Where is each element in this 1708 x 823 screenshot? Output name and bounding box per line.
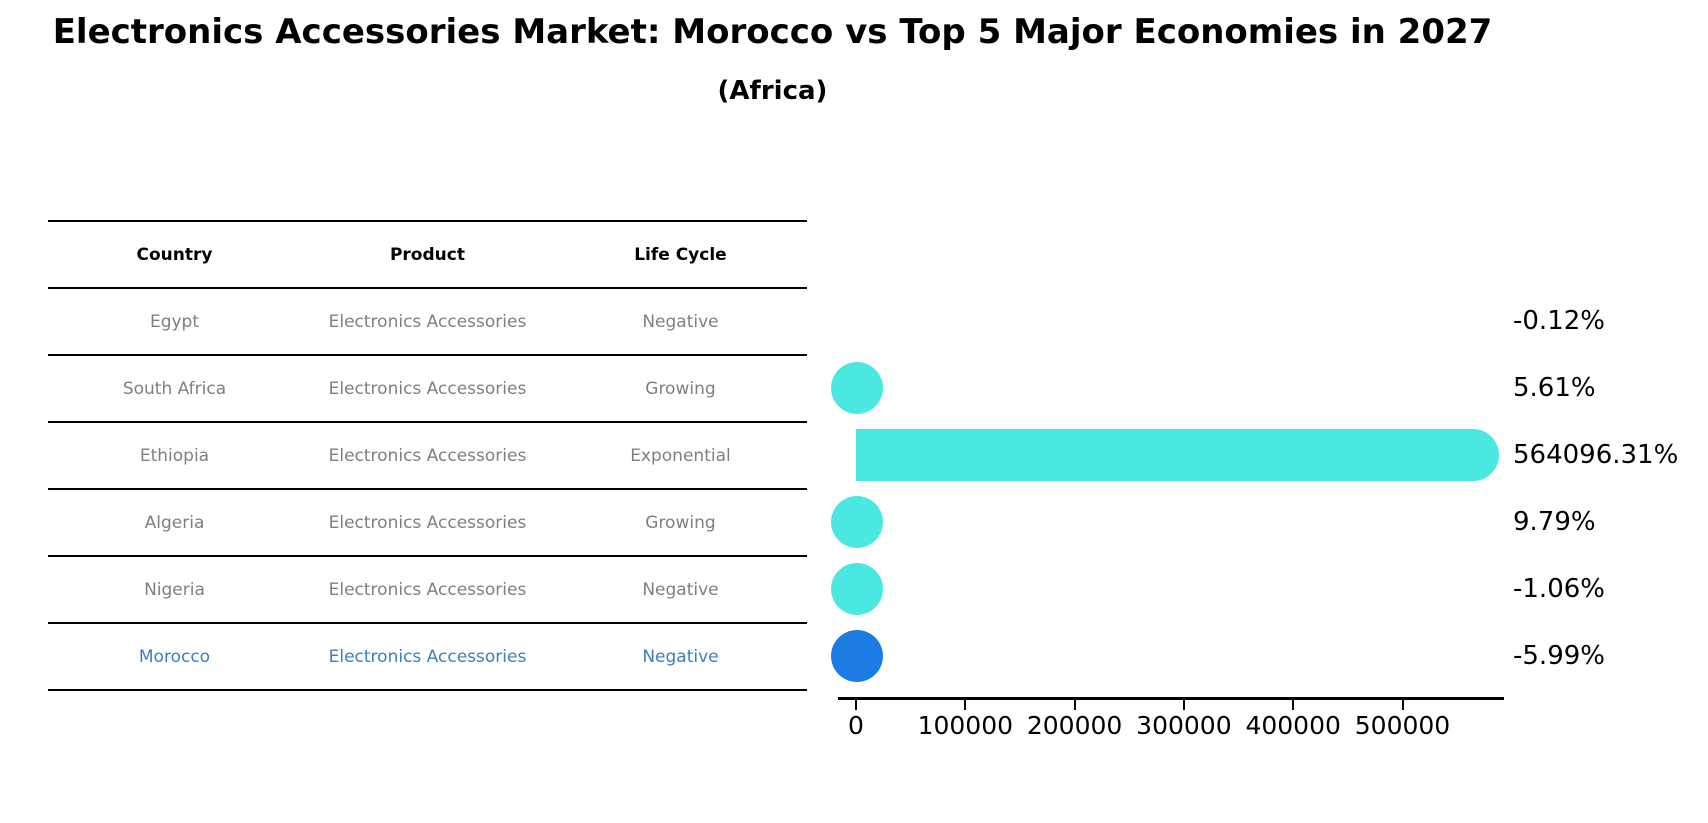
cell-country: Nigeria bbox=[144, 579, 205, 600]
table-row-nigeria: Nigeria Electronics Accessories Negative bbox=[48, 555, 807, 622]
cell-country: South Africa bbox=[122, 378, 227, 399]
bar-south-africa bbox=[831, 361, 883, 414]
column-header-product: Product bbox=[389, 244, 465, 265]
cell-product: Electronics Accessories bbox=[328, 646, 527, 667]
x-axis-tick bbox=[1073, 700, 1076, 710]
cell-life-cycle: Negative bbox=[642, 579, 719, 600]
table-header-row: Country Product Life Cycle bbox=[48, 220, 807, 287]
bar-ethiopia bbox=[856, 428, 1499, 481]
x-axis-tick-label: 500000 bbox=[1354, 711, 1451, 740]
x-axis-tick bbox=[964, 700, 967, 710]
bar-value-label: 5.61% bbox=[1513, 372, 1596, 403]
chart-title: Electronics Accessories Market: Morocco … bbox=[52, 12, 1493, 52]
cell-life-cycle: Growing bbox=[645, 512, 716, 533]
table-row-morocco: Morocco Electronics Accessories Negative bbox=[48, 622, 807, 689]
bar-value-label: -5.99% bbox=[1513, 640, 1605, 671]
cell-life-cycle: Negative bbox=[642, 646, 719, 667]
cell-life-cycle: Exponential bbox=[630, 445, 731, 466]
cell-product: Electronics Accessories bbox=[328, 378, 527, 399]
x-axis-tick-label: 300000 bbox=[1136, 711, 1232, 740]
cell-country: Ethiopia bbox=[139, 445, 210, 466]
cell-country: Egypt bbox=[149, 311, 200, 332]
bar-value-label: -1.06% bbox=[1513, 573, 1605, 604]
x-axis-tick-label: 0 bbox=[848, 711, 864, 740]
bar-value-label: 9.79% bbox=[1513, 506, 1596, 537]
column-header-life-cycle: Life Cycle bbox=[634, 244, 727, 265]
x-axis bbox=[838, 697, 1504, 700]
cell-product: Electronics Accessories bbox=[328, 311, 527, 332]
bar-nigeria bbox=[831, 562, 883, 615]
cell-product: Electronics Accessories bbox=[328, 579, 527, 600]
x-axis-tick bbox=[855, 700, 857, 710]
x-axis-tick bbox=[1182, 700, 1185, 710]
cell-country: Morocco bbox=[138, 646, 211, 667]
x-axis-tick bbox=[1401, 700, 1404, 710]
table-row-ethiopia: Ethiopia Electronics Accessories Exponen… bbox=[48, 421, 807, 488]
table-row-algeria: Algeria Electronics Accessories Growing bbox=[48, 488, 807, 555]
bar-value-label: -0.12% bbox=[1513, 305, 1605, 336]
column-header-country: Country bbox=[136, 244, 213, 265]
table-row-egypt: Egypt Electronics Accessories Negative bbox=[48, 287, 807, 354]
x-axis-tick bbox=[1292, 700, 1295, 710]
cell-life-cycle: Growing bbox=[645, 378, 716, 399]
bar-morocco bbox=[831, 629, 883, 682]
cell-country: Algeria bbox=[144, 512, 205, 533]
x-axis-tick-label: 100000 bbox=[917, 711, 1014, 740]
chart-subtitle: (Africa) bbox=[717, 76, 828, 106]
x-axis-tick-label: 400000 bbox=[1245, 711, 1341, 740]
cell-life-cycle: Negative bbox=[642, 311, 719, 332]
bar-algeria bbox=[831, 495, 883, 548]
cell-product: Electronics Accessories bbox=[328, 512, 527, 533]
bar-value-label: 564096.31% bbox=[1513, 439, 1679, 470]
summary-table: Country Product Life Cycle Egypt Electro… bbox=[48, 220, 807, 691]
x-axis-tick-label: 200000 bbox=[1026, 711, 1123, 740]
table-row-south-africa: South Africa Electronics Accessories Gro… bbox=[48, 354, 807, 421]
cell-product: Electronics Accessories bbox=[328, 445, 527, 466]
